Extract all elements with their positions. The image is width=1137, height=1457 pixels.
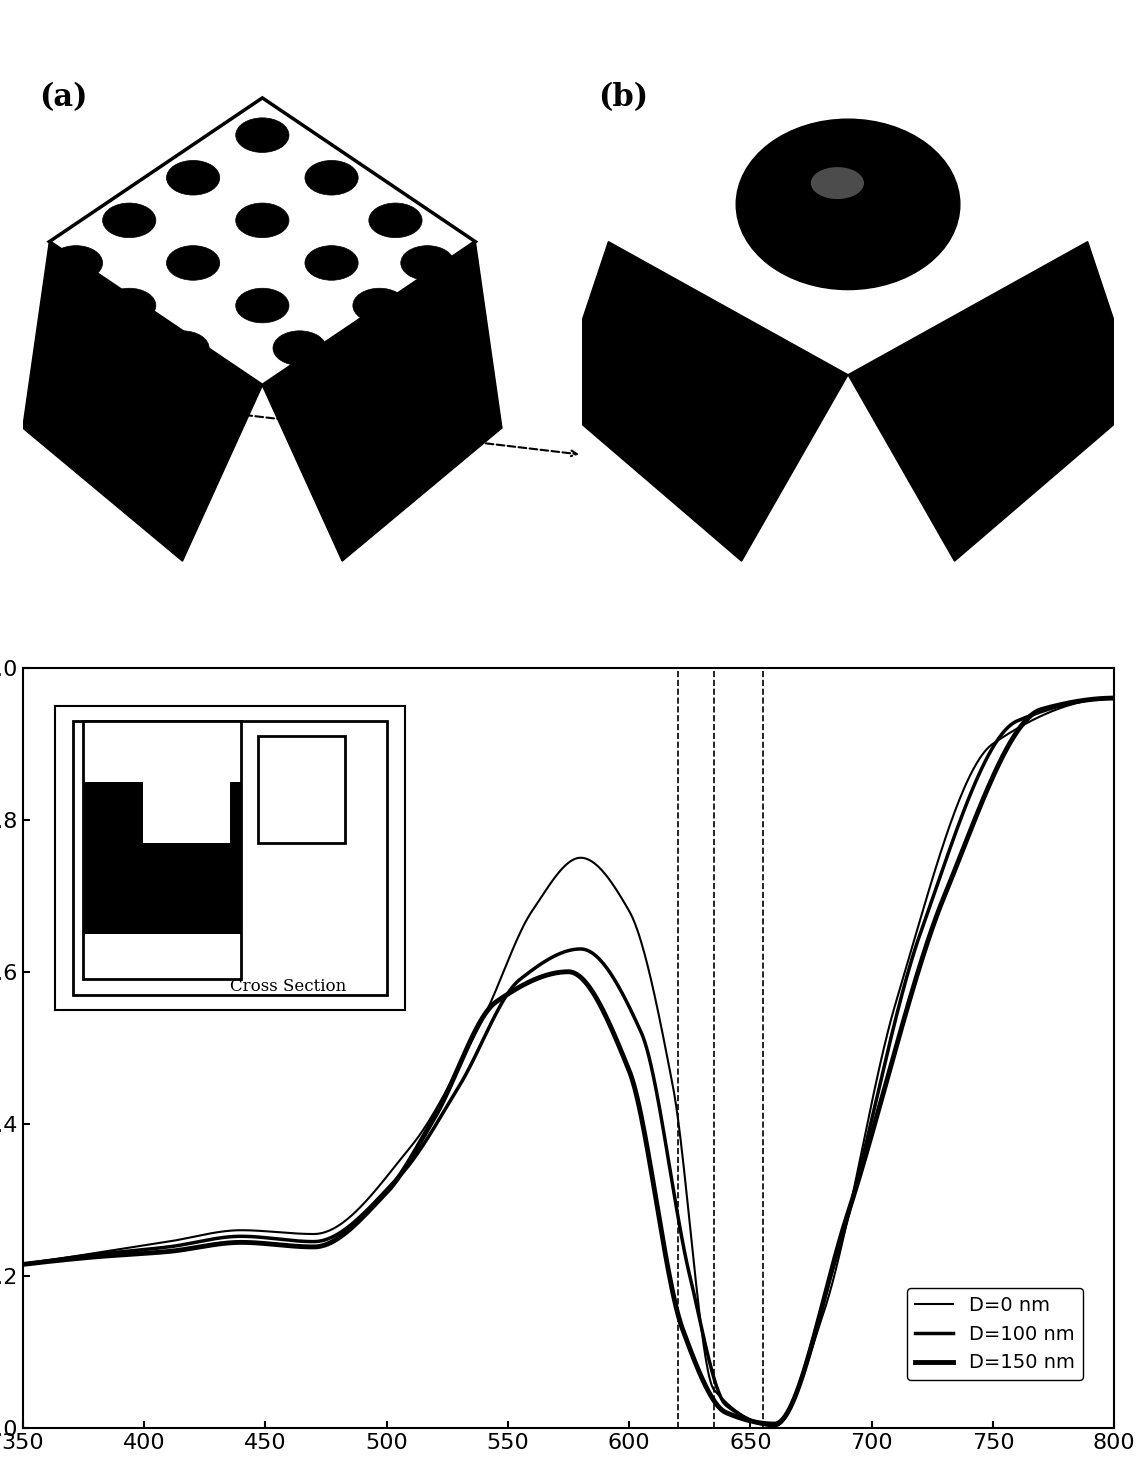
Legend: D=0 nm, D=100 nm, D=150 nm: D=0 nm, D=100 nm, D=150 nm xyxy=(907,1288,1082,1380)
Ellipse shape xyxy=(49,246,102,280)
Ellipse shape xyxy=(400,246,454,280)
Ellipse shape xyxy=(235,203,289,237)
Polygon shape xyxy=(49,98,475,386)
Ellipse shape xyxy=(737,119,960,290)
Polygon shape xyxy=(555,242,848,561)
Ellipse shape xyxy=(166,246,219,280)
Text: (a): (a) xyxy=(39,82,88,112)
Ellipse shape xyxy=(273,331,326,366)
Ellipse shape xyxy=(235,118,289,153)
Ellipse shape xyxy=(305,246,358,280)
Ellipse shape xyxy=(368,203,422,237)
Ellipse shape xyxy=(156,331,209,366)
Ellipse shape xyxy=(102,203,156,237)
Ellipse shape xyxy=(352,288,406,323)
Text: (b): (b) xyxy=(598,82,648,112)
Ellipse shape xyxy=(102,288,156,323)
Ellipse shape xyxy=(305,160,358,195)
Polygon shape xyxy=(848,242,1137,561)
Ellipse shape xyxy=(235,288,289,323)
Polygon shape xyxy=(23,242,263,561)
Polygon shape xyxy=(263,242,501,561)
Ellipse shape xyxy=(166,160,219,195)
Ellipse shape xyxy=(811,168,864,200)
Ellipse shape xyxy=(184,380,234,412)
